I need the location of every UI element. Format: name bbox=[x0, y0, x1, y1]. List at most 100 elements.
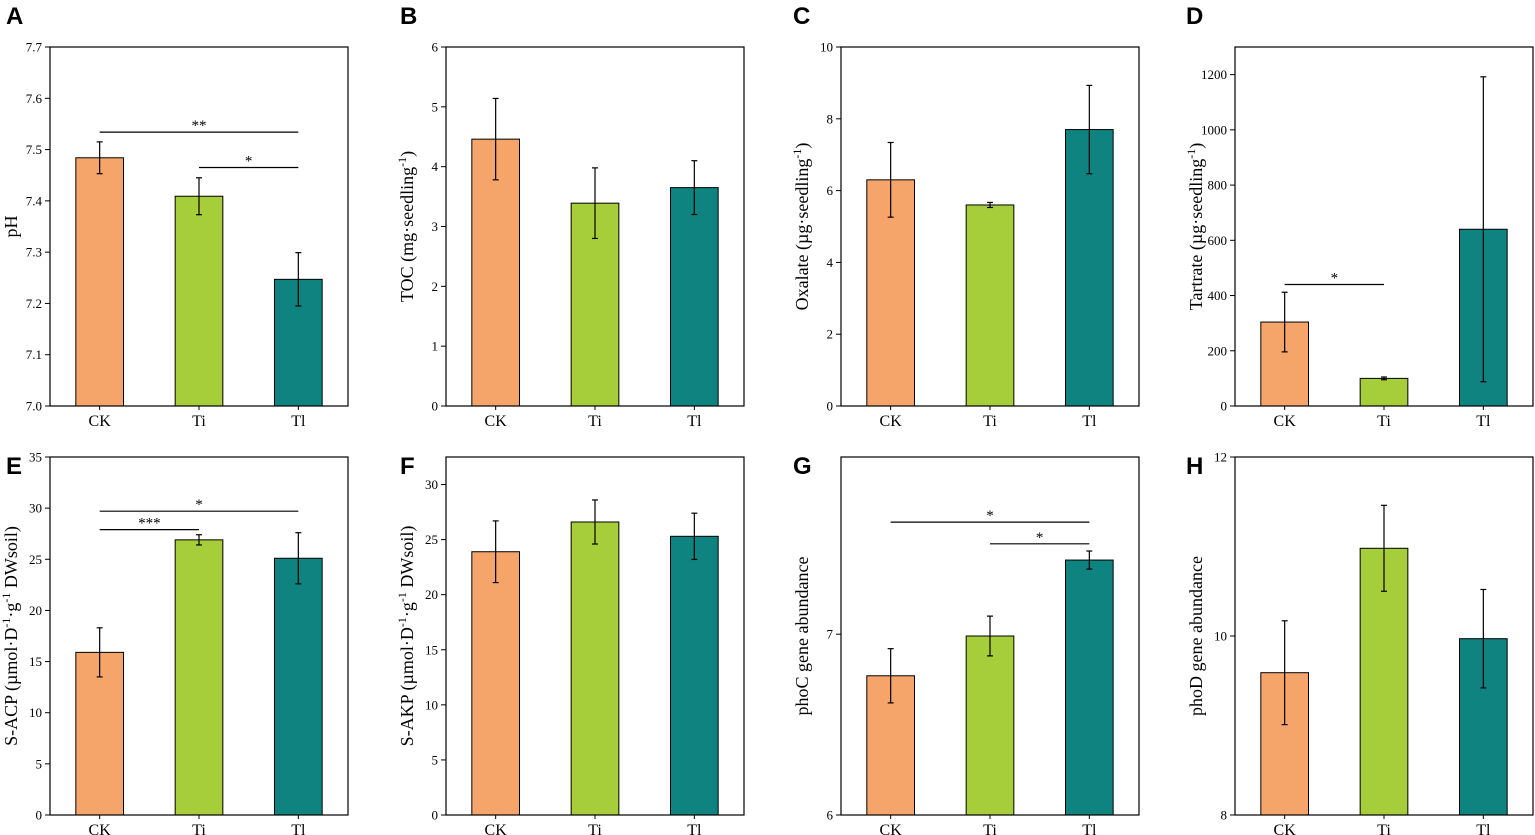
bar-tl bbox=[669, 187, 719, 407]
x-tick-label: Ti bbox=[983, 413, 997, 430]
y-tick-label: 25 bbox=[29, 552, 42, 567]
plot-frame bbox=[445, 456, 745, 816]
error-bar-ck bbox=[887, 648, 894, 704]
y-axis-title: pH bbox=[1, 216, 21, 238]
x-tick-label: Ti bbox=[1377, 822, 1391, 835]
x-tick-label: Tl bbox=[291, 822, 306, 835]
panel-e: E CK Ti Tl 0 5 10 15 20 25 30 35 S-ACP (µmol·D-1·g-1… bbox=[0, 450, 349, 835]
error-bar-tl bbox=[1480, 76, 1487, 383]
bar-ti bbox=[965, 635, 1015, 816]
y-tick-label: 5 bbox=[36, 756, 43, 771]
bar-ti bbox=[174, 195, 224, 407]
y-tick-label: 7.1 bbox=[26, 347, 42, 362]
y-tick-label: 4 bbox=[432, 159, 439, 174]
y-tick-label: 6 bbox=[827, 183, 834, 198]
y-tick-label: 0 bbox=[827, 399, 834, 414]
bar-ti bbox=[570, 521, 620, 816]
panel-f: F CK Ti Tl 0 5 10 15 20 25 30 S-AKP (µmol·D-1·g-1 D… bbox=[395, 453, 745, 835]
significance-label: *** bbox=[138, 516, 161, 532]
x-tick-label: Tl bbox=[1082, 822, 1097, 835]
y-tick-label: 1000 bbox=[1201, 122, 1227, 137]
y-tick-label: 10 bbox=[820, 40, 833, 55]
error-bar-tl bbox=[1086, 84, 1093, 175]
error-bar-ti bbox=[196, 534, 202, 546]
y-tick-label: 1 bbox=[432, 339, 439, 354]
plot-frame bbox=[1234, 46, 1534, 407]
bar-ck bbox=[75, 651, 125, 816]
y-tick-label: 25 bbox=[425, 532, 438, 547]
error-bar-tl bbox=[691, 512, 698, 561]
error-bar-tl bbox=[691, 160, 698, 216]
x-tick-label: CK bbox=[880, 822, 903, 835]
significance-label: * bbox=[245, 154, 253, 170]
error-bar-ti bbox=[987, 201, 993, 209]
y-tick-label: 0 bbox=[432, 808, 439, 823]
y-tick-label: 35 bbox=[29, 450, 42, 465]
x-tick-label: Ti bbox=[588, 413, 602, 430]
x-tick-label: CK bbox=[89, 822, 112, 835]
bar-ck bbox=[471, 138, 521, 407]
panel-g: G CK Ti Tl 6 7 phoC gene abundance * * bbox=[792, 453, 1140, 835]
x-tick-label: Ti bbox=[192, 822, 206, 835]
significance-label: * bbox=[986, 508, 994, 524]
error-bar-ck bbox=[1281, 620, 1288, 726]
x-tick-label: Tl bbox=[687, 413, 702, 430]
y-tick-label: 5 bbox=[432, 99, 439, 114]
y-tick-label: 4 bbox=[827, 255, 834, 270]
y-tick-label: 7.5 bbox=[26, 142, 42, 157]
y-axis-title: phoC gene abundance bbox=[792, 557, 812, 716]
panel-letter: A bbox=[6, 3, 23, 30]
y-tick-label: 8 bbox=[827, 111, 834, 126]
y-axis-title: Tartrate (µg·seedling-1) bbox=[1184, 143, 1207, 311]
bar-ck bbox=[866, 179, 916, 407]
error-bar-tl bbox=[1480, 588, 1487, 689]
y-tick-label: 20 bbox=[29, 603, 42, 618]
error-bar-tl bbox=[295, 252, 302, 307]
y-axis-title: S-ACP (µmol·D-1·g-1 DWsoil) bbox=[0, 526, 22, 746]
panel-a: ACK Ti Tl7.07.17.27.37.47.57.67.7pH*** bbox=[1, 3, 349, 430]
panel-letter: F bbox=[400, 453, 415, 480]
error-bar-ti bbox=[987, 615, 993, 657]
y-tick-label: 10 bbox=[1214, 629, 1227, 644]
y-tick-label: 15 bbox=[29, 654, 42, 669]
bar-tl bbox=[1064, 559, 1114, 816]
y-tick-label: 5 bbox=[432, 752, 439, 767]
y-tick-label: 15 bbox=[425, 642, 438, 657]
error-bar-ck bbox=[1281, 291, 1288, 353]
y-tick-label: 600 bbox=[1208, 233, 1228, 248]
y-tick-label: 0 bbox=[1221, 399, 1228, 414]
plot-frame bbox=[49, 46, 349, 407]
y-axis-title: Oxalate (µg·seedling-1) bbox=[790, 143, 813, 311]
x-tick-label: Tl bbox=[687, 822, 702, 835]
bar-ck bbox=[471, 551, 521, 816]
y-tick-label: 0 bbox=[36, 808, 43, 823]
y-tick-label: 7.0 bbox=[26, 399, 42, 414]
x-tick-label: Tl bbox=[291, 413, 306, 430]
y-tick-label: 8 bbox=[1221, 808, 1228, 823]
y-axis-title: phoD gene abundance bbox=[1186, 556, 1206, 716]
y-tick-label: 2 bbox=[432, 279, 439, 294]
significance-label: ** bbox=[192, 118, 207, 134]
y-tick-label: 7 bbox=[827, 627, 834, 642]
x-tick-label: CK bbox=[1274, 822, 1297, 835]
panel-letter: E bbox=[6, 453, 22, 480]
panel-b: B CK Ti Tl 0 1 2 3 4 5 6 TOC (mg·seedling-1) bbox=[395, 3, 745, 430]
error-bar-ti bbox=[592, 167, 598, 240]
error-bar-ck bbox=[96, 141, 103, 175]
error-bar-ti bbox=[592, 499, 598, 545]
error-bar-tl bbox=[295, 532, 302, 585]
panel-d: D CK Ti Tl 0 200 400 600 800 1000 1200 Tartrate (µg… bbox=[1184, 3, 1534, 430]
y-tick-label: 7.4 bbox=[26, 193, 43, 208]
y-tick-label: 1200 bbox=[1201, 67, 1227, 82]
y-axis-title: TOC (mg·seedling-1) bbox=[395, 151, 418, 302]
x-tick-label: Ti bbox=[983, 822, 997, 835]
significance-label: * bbox=[195, 497, 203, 513]
y-tick-label: 800 bbox=[1208, 178, 1228, 193]
panel-letter: C bbox=[793, 3, 810, 30]
x-tick-label: CK bbox=[1274, 413, 1297, 430]
bar-ti bbox=[1359, 377, 1409, 407]
bar-ti bbox=[965, 204, 1015, 407]
y-tick-label: 7.3 bbox=[26, 245, 42, 260]
error-bar-ck bbox=[96, 627, 103, 678]
